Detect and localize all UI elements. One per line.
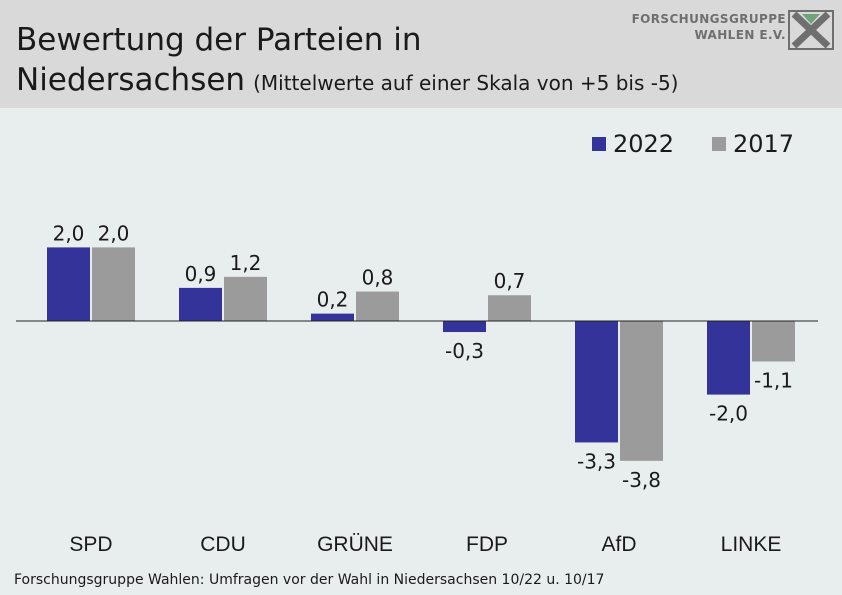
bar-spd-2022 [47, 247, 90, 321]
legend-swatch-2017 [712, 137, 726, 151]
value-label-cdu-2022: 0,9 [185, 262, 217, 286]
logo: FORSCHUNGSGRUPPE WAHLEN E.V. [632, 10, 836, 50]
bar-afd-2017 [620, 321, 663, 461]
value-label-afd-2022: -3,3 [577, 449, 616, 473]
bar-spd-2017 [92, 247, 135, 321]
bar-linke-2017 [752, 321, 795, 362]
chart-title-line2: Niedersachsen (Mittelwerte auf einer Skal… [16, 62, 678, 98]
value-label-gr-ne-2017: 0,8 [362, 266, 394, 290]
bar-linke-2022 [707, 321, 750, 395]
category-label-linke: LINKE [721, 533, 782, 556]
value-label-afd-2017: -3,8 [622, 468, 661, 492]
value-label-fdp-2017: 0,7 [494, 269, 526, 293]
bar-cdu-2022 [179, 287, 222, 321]
bar-fdp-2017 [488, 295, 531, 321]
value-label-cdu-2017: 1,2 [230, 251, 262, 275]
chart-title-region: Niedersachsen [16, 62, 246, 98]
category-label-fdp: FDP [466, 533, 508, 556]
chart-area: 2022 2017 2,0 2,0 SPD 0,9 1,2 CDU 0,2 0,8 GRÜNE -0,… [16, 130, 818, 556]
bar-cdu-2017 [224, 276, 267, 321]
logo-mark-icon [788, 10, 834, 50]
value-label-spd-2017: 2,0 [98, 221, 130, 245]
legend-swatch-2022 [592, 137, 606, 151]
chart-title-line1: Bewertung der Parteien in [16, 22, 422, 58]
bar-fdp-2022 [443, 321, 486, 333]
category-label-afd: AfD [601, 533, 636, 556]
chart-subtitle: (Mittelwerte auf einer Skala von +5 bis … [253, 71, 679, 95]
category-label-spd: SPD [69, 533, 112, 556]
source-note: Forschungsgruppe Wahlen: Umfragen vor de… [14, 572, 605, 588]
value-label-linke-2022: -2,0 [709, 402, 748, 426]
value-label-fdp-2022: -0,3 [445, 339, 484, 363]
value-label-gr-ne-2022: 0,2 [317, 288, 349, 312]
logo-text-line2: WAHLEN E.V. [694, 28, 786, 42]
bar-afd-2022 [575, 321, 618, 443]
bar-gr-ne-2022 [311, 313, 354, 321]
value-label-spd-2022: 2,0 [53, 221, 85, 245]
legend-label-2017: 2017 [733, 130, 794, 158]
bar-gr-ne-2017 [356, 291, 399, 321]
category-label-cdu: CDU [200, 533, 246, 556]
logo-text-line1: FORSCHUNGSGRUPPE [631, 12, 786, 26]
value-label-linke-2017: -1,1 [754, 368, 793, 392]
header-band: Bewertung der Parteien in Niedersachsen (… [0, 0, 842, 108]
legend-label-2022: 2022 [613, 130, 674, 158]
category-label-gr-ne: GRÜNE [317, 533, 393, 556]
